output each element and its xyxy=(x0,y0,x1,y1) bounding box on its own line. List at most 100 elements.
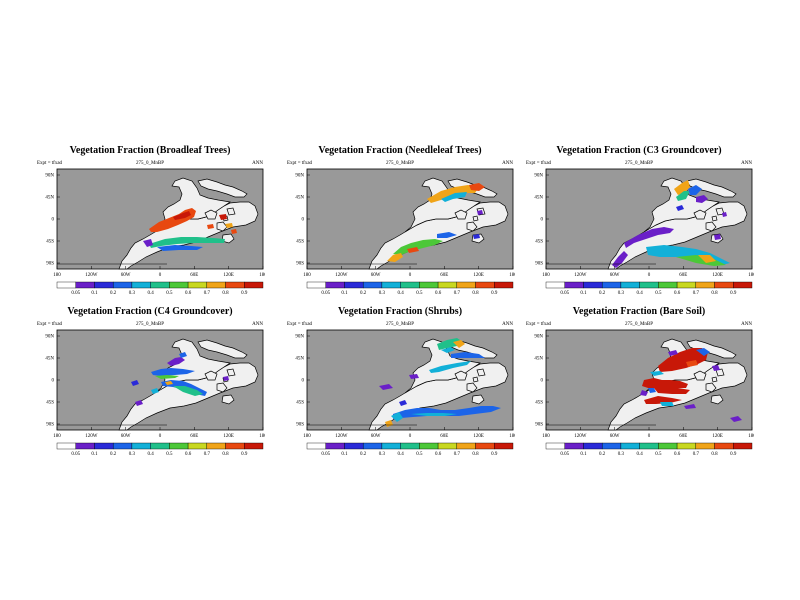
x-tick-label: 180 xyxy=(509,273,515,278)
colorbar-swatch xyxy=(456,442,476,450)
colorbar-swatch xyxy=(658,281,678,289)
colorbar-label: 0.6 xyxy=(435,452,442,456)
colorbar-swatch xyxy=(564,281,584,289)
colorbar-swatch xyxy=(187,442,208,450)
colorbar-swatch xyxy=(639,442,659,450)
vegetation-patch xyxy=(642,378,688,388)
colorbar-label: 0.5 xyxy=(655,291,662,295)
vegetation-patch xyxy=(157,245,203,251)
x-tick-label: 120W xyxy=(335,434,348,439)
colorbar-label: 0.6 xyxy=(674,291,681,295)
colorbar-swatch xyxy=(456,281,476,289)
x-tick-label: 60W xyxy=(371,434,381,439)
colorbar-swatch xyxy=(695,281,715,289)
y-tick-label: 45N xyxy=(295,196,304,201)
panel-c4-groundcover: Vegetation Fraction (C4 Groundcover) Exp… xyxy=(35,306,265,456)
season-label: ANN xyxy=(252,161,263,166)
vegetation-patch xyxy=(441,347,455,353)
run-label: 275_0_MnBP xyxy=(135,161,165,166)
land-mass xyxy=(404,177,481,233)
vegetation-patch xyxy=(676,255,726,266)
y-tick-label: 0 xyxy=(302,379,305,384)
map-plot: 90N 45N 0 45S 90S 180 120W 60W 0 60E 120E 180 0.05 0.… xyxy=(45,329,265,456)
land-mass xyxy=(693,370,707,381)
colorbar-swatch xyxy=(419,281,439,289)
colorbar-label: 0.05 xyxy=(321,291,330,295)
vegetation-patch xyxy=(379,384,393,390)
vegetation-patch xyxy=(391,412,403,422)
map-plot: 90N 45N 0 45S 90S 180 120W 60W 0 60E 120E 180 0.05 0.… xyxy=(534,168,754,295)
y-tick-label: 90S xyxy=(535,262,543,267)
colorbar-swatch xyxy=(206,281,226,289)
land-mass xyxy=(221,394,235,405)
vegetation-patch xyxy=(684,404,696,409)
y-tick-label: 0 xyxy=(302,218,305,223)
colorbar-label: 0.1 xyxy=(580,291,587,295)
vegetation-patch xyxy=(151,388,159,394)
land-mass xyxy=(715,368,725,377)
colorbar-swatch xyxy=(94,281,114,289)
colorbar-swatch xyxy=(400,281,420,289)
x-tick-label: 180 xyxy=(748,434,754,439)
colorbar-label: 0.7 xyxy=(204,291,211,295)
x-tick-label: 0 xyxy=(409,273,412,278)
land-mass xyxy=(710,394,724,405)
x-tick-label: 120E xyxy=(223,273,234,278)
colorbar-label: 0.5 xyxy=(166,291,173,295)
run-label: 275_0_MnBP xyxy=(385,322,415,327)
colorbar-swatch xyxy=(325,442,345,450)
colorbar-swatch xyxy=(381,442,401,450)
land-mass xyxy=(154,338,231,394)
colorbar-swatch xyxy=(494,442,514,450)
vegetation-patch xyxy=(411,413,457,416)
x-tick-label: 120W xyxy=(574,273,587,278)
vegetation-patch xyxy=(387,253,403,262)
vegetation-patch xyxy=(173,211,191,220)
y-tick-label: 45N xyxy=(534,357,543,362)
vegetation-patch xyxy=(155,375,179,379)
vegetation-patch xyxy=(624,227,674,248)
colorbar-swatch xyxy=(225,281,245,289)
y-tick-label: 45S xyxy=(46,240,54,245)
y-tick-label: 90N xyxy=(45,335,54,340)
vegetation-patch xyxy=(676,191,690,201)
colorbar-swatch xyxy=(244,442,264,450)
vegetation-patch xyxy=(143,239,153,247)
colorbar-label: 0.9 xyxy=(730,452,737,456)
colorbar-swatch xyxy=(150,281,170,289)
colorbar-label: 0.9 xyxy=(241,452,248,456)
y-tick-label: 45N xyxy=(45,196,54,201)
vegetation-patch xyxy=(453,340,465,348)
colorbar-label: 0.1 xyxy=(91,452,98,456)
colorbar-label: 0.3 xyxy=(379,291,386,295)
colorbar-swatch xyxy=(131,442,151,450)
colorbar-label: 0.6 xyxy=(674,452,681,456)
experiment-label: Expt = tfxad xyxy=(287,322,313,327)
experiment-label: Expt = tfxad xyxy=(287,161,313,166)
x-tick-label: 60E xyxy=(440,273,448,278)
land-mass xyxy=(204,370,218,381)
land-mass xyxy=(204,209,218,220)
land-mass xyxy=(226,368,236,377)
colorbar-label: 0.1 xyxy=(341,291,348,295)
x-tick-label: 60E xyxy=(679,273,687,278)
colorbar-label: 0.1 xyxy=(341,452,348,456)
land-mass xyxy=(466,221,478,232)
colorbar-swatch xyxy=(733,442,753,450)
vegetation-patch xyxy=(674,180,690,195)
colorbar-label: 0.2 xyxy=(360,291,367,295)
vegetation-patch xyxy=(696,348,710,356)
land-mass xyxy=(226,207,236,216)
colorbar-swatch xyxy=(620,281,640,289)
colorbar-swatch xyxy=(56,442,76,450)
colorbar-label: 0.6 xyxy=(435,291,442,295)
land-mass xyxy=(466,382,478,393)
colorbar-label: 0.7 xyxy=(454,452,461,456)
vegetation-patch xyxy=(407,247,419,253)
colorbar-label: 0.3 xyxy=(129,452,136,456)
y-tick-label: 45N xyxy=(295,357,304,362)
x-tick-label: 60E xyxy=(190,273,198,278)
vegetation-patch xyxy=(219,214,227,220)
x-tick-label: 0 xyxy=(409,434,412,439)
x-tick-label: 0 xyxy=(648,434,651,439)
